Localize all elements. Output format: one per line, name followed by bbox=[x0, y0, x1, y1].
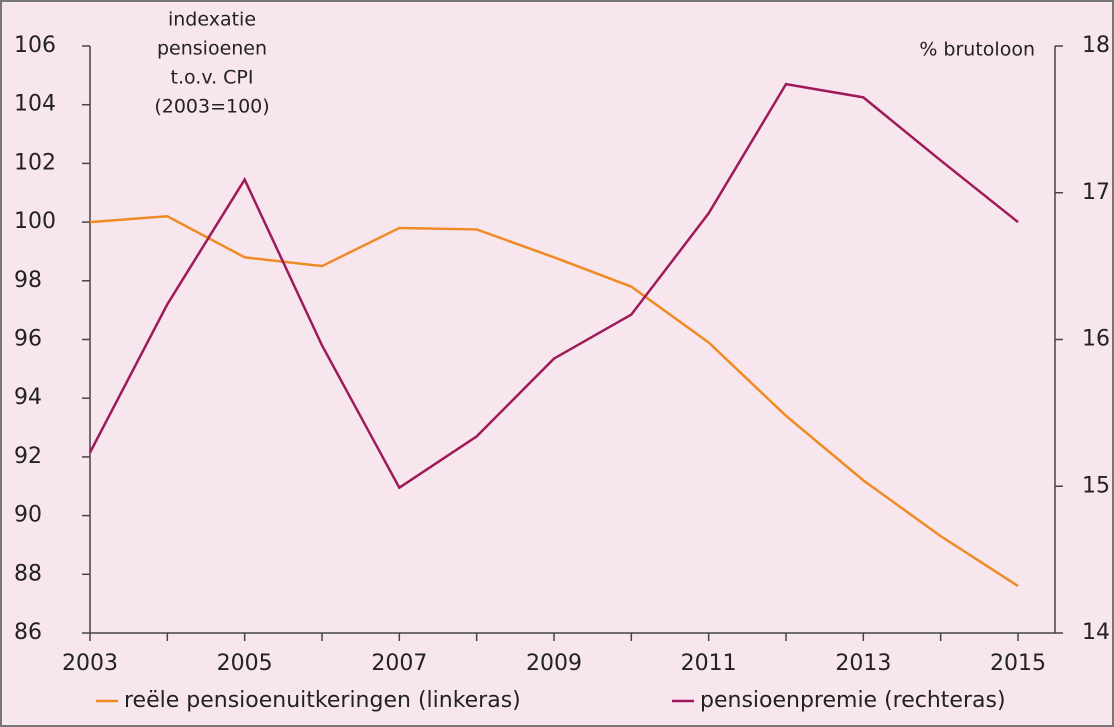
y-tick-label: 96 bbox=[14, 327, 42, 352]
y-tick-label: 88 bbox=[14, 561, 42, 586]
y-tick-label: 90 bbox=[14, 503, 42, 528]
x-tick-label: 2007 bbox=[371, 651, 427, 676]
y2-tick-label: 17 bbox=[1082, 180, 1110, 205]
y-tick-label: 92 bbox=[14, 444, 42, 469]
line bbox=[88, 82, 1019, 490]
x-tick-label: 2005 bbox=[217, 651, 273, 676]
y2-tick-label: 14 bbox=[1082, 620, 1110, 645]
y-tick-label: 94 bbox=[14, 385, 42, 410]
y-tick-label: 102 bbox=[14, 150, 56, 175]
legend-label: pensioenpremie (rechteras) bbox=[700, 688, 1006, 713]
y2-tick-label: 18 bbox=[1082, 33, 1110, 58]
y-tick-label: 106 bbox=[14, 33, 56, 58]
left-axis-label: t.o.v. CPI bbox=[171, 67, 254, 89]
y2-tick-label: 16 bbox=[1082, 327, 1110, 352]
y2-tick-label: 15 bbox=[1082, 473, 1110, 498]
x-tick-label: 2003 bbox=[62, 651, 118, 676]
y-tick-label: 86 bbox=[14, 620, 42, 645]
left-axis-label: (2003=100) bbox=[154, 96, 269, 118]
y-tick-label: 104 bbox=[14, 92, 56, 117]
x-tick-label: 2015 bbox=[990, 651, 1046, 676]
y-tick-label: 98 bbox=[14, 268, 42, 293]
left-axis-label: pensioenen bbox=[157, 38, 267, 60]
x-tick-label: 2009 bbox=[526, 651, 582, 676]
x-tick-label: 2011 bbox=[681, 651, 737, 676]
left-axis-label: indexatie bbox=[168, 9, 256, 31]
right-axis-label: % brutoloon bbox=[919, 39, 1035, 61]
legend-label: reële pensioenuitkeringen (linkeras) bbox=[124, 688, 521, 713]
x-tick-label: 2013 bbox=[835, 651, 891, 676]
line bbox=[89, 214, 1019, 588]
y-tick-label: 100 bbox=[14, 209, 56, 234]
